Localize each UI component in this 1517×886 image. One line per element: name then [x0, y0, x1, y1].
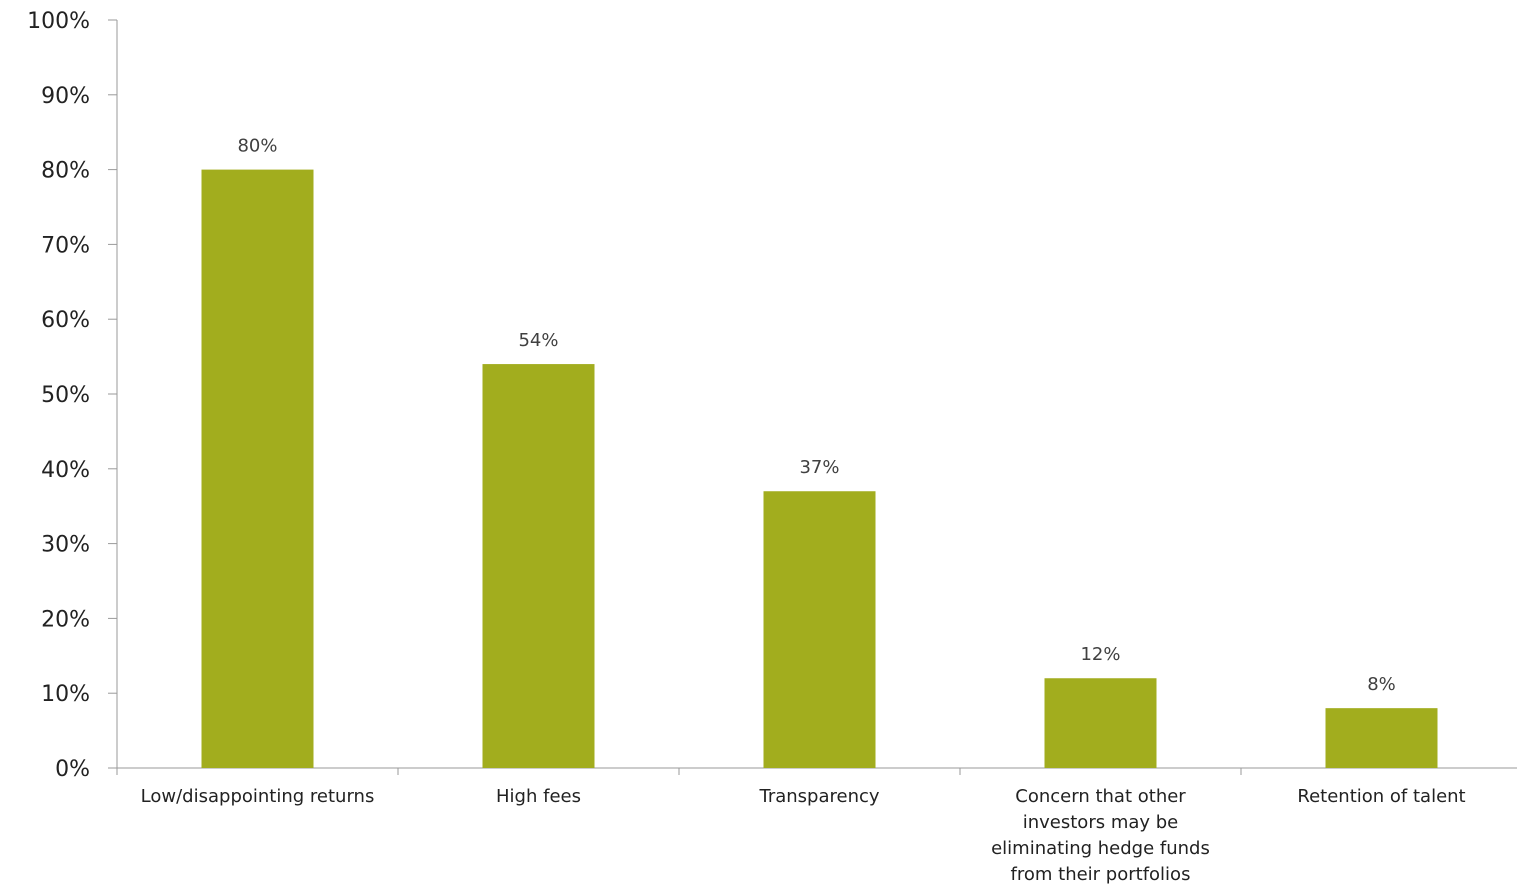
x-tick-label: Concern that other investors may be elimin…	[991, 786, 1210, 885]
bar	[482, 364, 595, 768]
x-tick-label: Retention of talent	[1297, 786, 1465, 807]
data-label: 54%	[518, 330, 558, 351]
bar	[1044, 678, 1157, 768]
x-axis	[116, 767, 1517, 775]
y-tick-label: 50%	[41, 383, 90, 408]
y-tick-label: 40%	[41, 458, 90, 483]
y-tick-label: 80%	[41, 159, 90, 184]
y-tick-label: 60%	[41, 308, 90, 333]
category-labels: Low/disappointing returns High fees Transp…	[141, 786, 1466, 885]
y-tick-label: 10%	[41, 682, 90, 707]
data-label: 8%	[1367, 674, 1396, 695]
y-tick-label: 20%	[41, 607, 90, 632]
data-label: 12%	[1080, 644, 1120, 665]
x-tick-label: High fees	[496, 786, 581, 807]
y-tick-label: 30%	[41, 533, 90, 558]
x-tick-label: Transparency	[758, 786, 879, 807]
data-label: 37%	[799, 457, 839, 478]
y-tick-label: 100%	[27, 9, 90, 34]
y-tick-label: 90%	[41, 84, 90, 109]
bars	[201, 169, 1438, 769]
y-tick-label: 70%	[41, 233, 90, 258]
data-labels: 80% 54% 37% 12% 8%	[237, 136, 1395, 696]
y-tick-label: 0%	[55, 757, 90, 782]
bar	[1325, 708, 1438, 768]
data-label: 80%	[237, 136, 277, 157]
bar	[201, 169, 314, 769]
x-tick-label: Low/disappointing returns	[141, 786, 375, 807]
y-axis: 0% 10% 20% 30% 40% 50% 60% 70% 80% 90% 100%	[27, 9, 118, 782]
bar	[763, 491, 876, 768]
